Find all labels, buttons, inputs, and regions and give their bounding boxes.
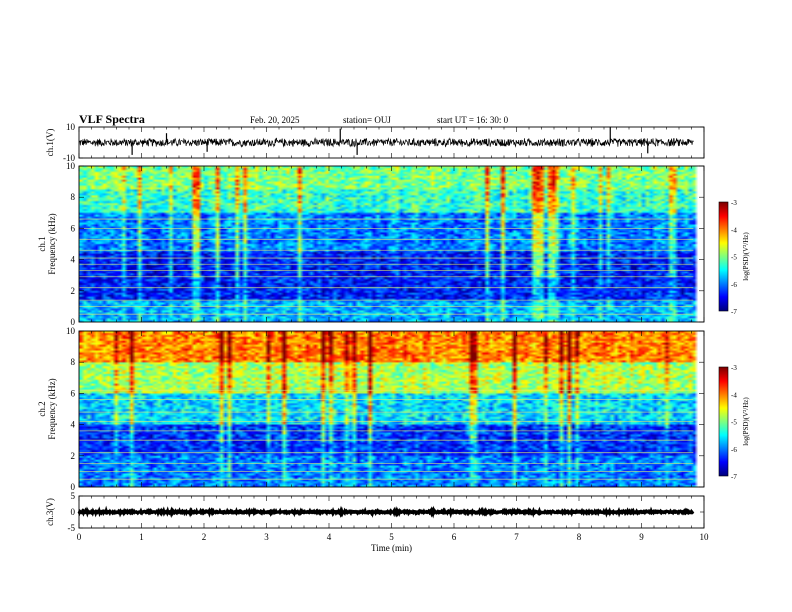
- date-label: Feb. 20, 2025: [250, 115, 300, 125]
- ch1-spectrogram-colorbar-tick-label: -6: [731, 281, 737, 289]
- ch3-waveform-ytick-label: 0: [71, 507, 76, 517]
- ch1-spectrogram-colorbar-frame: [718, 201, 729, 312]
- ch2-spectrogram-ytick-label: 10: [66, 326, 76, 336]
- ch3-waveform-ytick-label: 5: [71, 491, 76, 501]
- ch1-spectrogram-colorbar: [719, 202, 728, 311]
- xtick-label: 3: [264, 532, 269, 542]
- xtick-label: 5: [389, 532, 394, 542]
- ch2-spectrogram-colorbar-tick-label: -4: [731, 391, 737, 399]
- start-time-label: start UT = 16: 30: 0: [437, 115, 509, 125]
- ch2-spectrogram-colorbar-tick-label: -5: [731, 419, 737, 427]
- ch1-spectrogram-ytick-label: 4: [71, 255, 76, 265]
- ch1-waveform-ytick-label: -10: [63, 153, 75, 163]
- ch1-spectrogram-ylabel: Frequency (kHz): [47, 213, 57, 274]
- ch2-spectrogram-colorbar-tick-label: -3: [731, 364, 737, 372]
- ch1-spectrogram-ytick-label: 10: [66, 161, 76, 171]
- xtick-label: 8: [577, 532, 582, 542]
- xtick-label: 9: [639, 532, 644, 542]
- ch1-waveform-trace: [78, 137, 694, 148]
- ch2-spectrogram-ytick-label: 0: [71, 482, 76, 492]
- ch1-spectrogram-ytick-label: 6: [71, 223, 76, 233]
- xtick-label: 4: [327, 532, 332, 542]
- ch1-waveform-ytick-label: 10: [66, 122, 76, 132]
- ch2-spectrogram-colorbar-frame: [718, 366, 729, 477]
- xtick-label: 1: [139, 532, 144, 542]
- ch2-spectrogram-ytick-label: 6: [71, 388, 76, 398]
- ch3-waveform-trace: [77, 505, 695, 519]
- ch2-spectrogram-image: [79, 331, 704, 487]
- ch2-spectrogram-colorbar-tick-label: -6: [731, 446, 737, 454]
- ch1-spectrogram-colorbar-tick-label: -5: [731, 254, 737, 262]
- xtick-label: 7: [514, 532, 519, 542]
- ch1-spectrogram-ytick-label: 8: [71, 192, 76, 202]
- ch1-spectrogram-colorbar-label: log(PSD)(V²/Hz): [742, 232, 750, 281]
- ch1-spectrogram-colorbar-tick-label: -4: [731, 226, 737, 234]
- ch1-spectrogram-colorbar-tick-label: -7: [731, 308, 737, 316]
- ch2-spectrogram-ytick-label: 2: [71, 451, 76, 461]
- ch1-spectrogram-colorbar-tick-label: -3: [731, 199, 737, 207]
- ch3-waveform-ytick-label: -5: [68, 523, 76, 533]
- xaxis-label: Time (min): [371, 543, 412, 553]
- ch2-spectrogram-channel-label: ch.2: [37, 401, 47, 416]
- ch1-waveform-ylabel: ch.1(V): [45, 129, 55, 157]
- ch2-spectrogram-ytick-label: 4: [71, 420, 76, 430]
- ch1-spectrogram-ytick-label: 0: [71, 317, 76, 327]
- ch2-spectrogram-colorbar-tick-label: -7: [731, 473, 737, 481]
- ch2-spectrogram-colorbar-label: log(PSD)(V²/Hz): [742, 397, 750, 446]
- ch1-spectrogram-image: [79, 166, 704, 322]
- xtick-label: 2: [202, 532, 207, 542]
- ch1-spectrogram-ytick-label: 2: [71, 286, 76, 296]
- xtick-label: 6: [452, 532, 457, 542]
- ch1-spectrogram-channel-label: ch.1: [37, 236, 47, 251]
- station-label: station= OUJ: [343, 115, 391, 125]
- chart-title: VLF Spectra: [79, 112, 145, 126]
- ch2-spectrogram-colorbar: [719, 367, 728, 476]
- ch2-spectrogram-ylabel: Frequency (kHz): [47, 378, 57, 439]
- ch2-spectrogram-ytick-label: 8: [71, 357, 76, 367]
- xtick-label: 10: [700, 532, 710, 542]
- ch3-waveform-ylabel: ch.3(V): [45, 498, 55, 526]
- xtick-label: 0: [77, 532, 82, 542]
